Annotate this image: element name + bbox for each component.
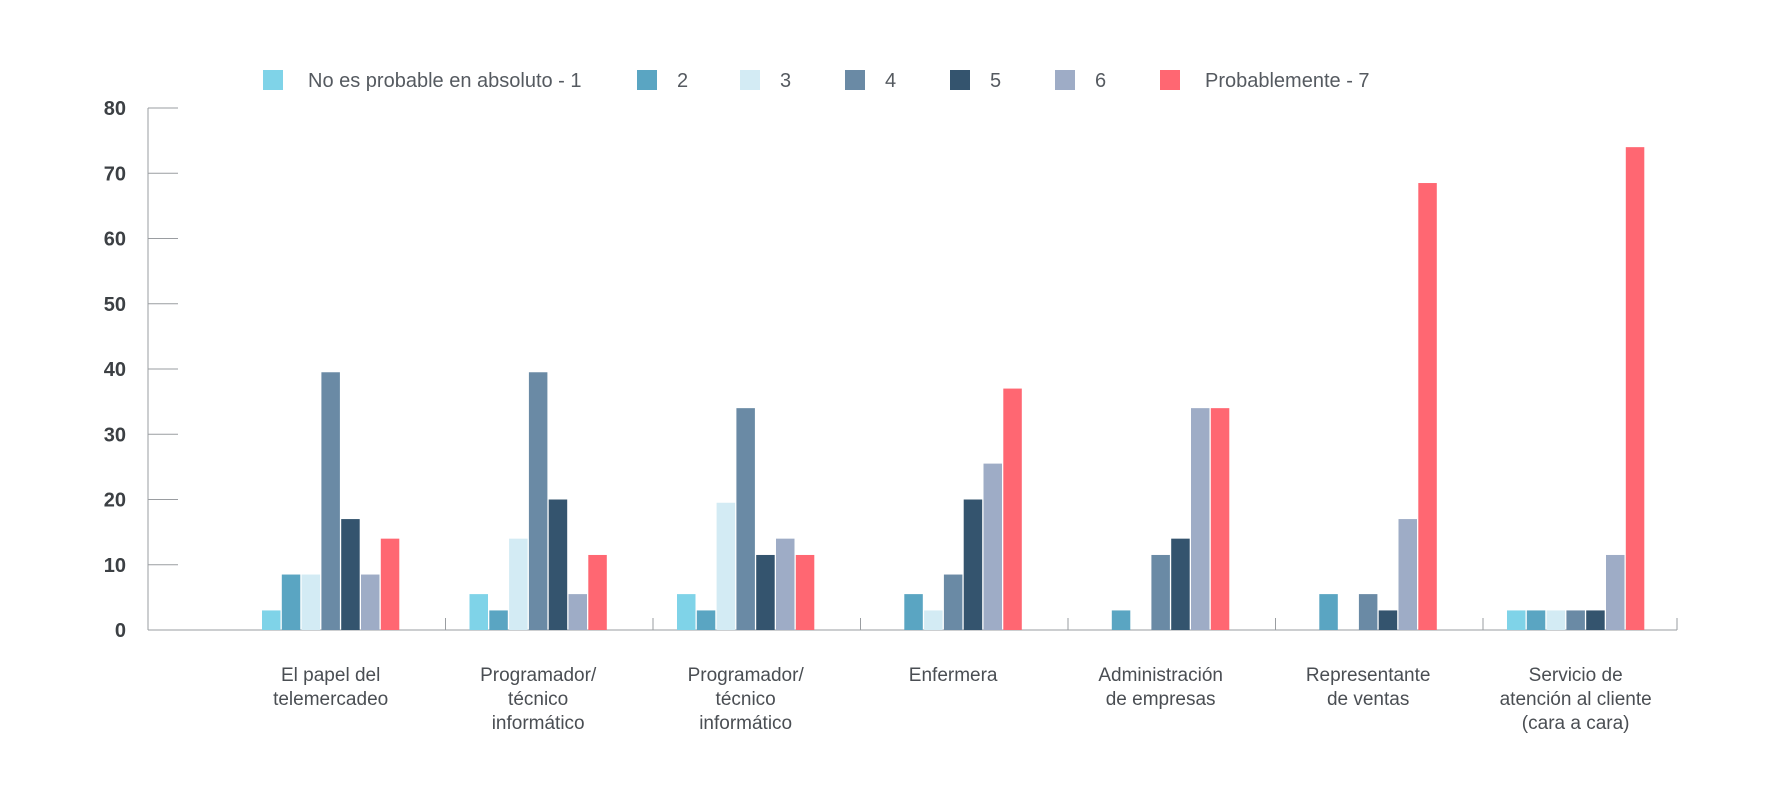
x-tick-label: Servicio de atención al cliente (cara a ca…: [1500, 665, 1652, 734]
y-tick-label: 80: [104, 98, 126, 120]
bar: [568, 594, 587, 630]
bar: [943, 574, 963, 630]
y-tick-label: 20: [104, 490, 126, 512]
legend-swatch: [950, 70, 970, 90]
x-tick-label-line: telemercadeo: [273, 689, 388, 710]
y-tick-label: 30: [104, 424, 126, 446]
legend-swatch: [1055, 70, 1075, 90]
x-tick-label-line: de empresas: [1106, 689, 1216, 710]
bar: [1546, 610, 1566, 630]
x-tick-label-line: Servicio de: [1529, 665, 1623, 686]
x-tick-label-line: Enfermera: [909, 665, 998, 686]
bar: [1418, 183, 1437, 630]
legend-label: 5: [990, 70, 1001, 92]
bar: [963, 499, 983, 630]
bar: [776, 538, 795, 630]
bar: [301, 574, 321, 630]
legend-label: 2: [677, 70, 688, 92]
x-tick-label: El papel del telemercadeo: [273, 665, 388, 710]
x-tick-label-line: informático: [699, 713, 792, 734]
legend-label: Probablemente - 7: [1205, 70, 1370, 92]
y-tick-label: 0: [115, 620, 126, 642]
bar: [696, 610, 716, 630]
y-tick-label: 70: [104, 163, 126, 185]
bar: [1378, 610, 1398, 630]
y-tick-label: 10: [104, 555, 126, 577]
legend-swatch: [1160, 70, 1180, 90]
bar: [1003, 388, 1022, 630]
bar: [1398, 519, 1417, 630]
bar: [983, 463, 1002, 630]
bar: [904, 594, 923, 630]
x-tick-label: Programador/técnico informático: [688, 665, 805, 734]
legend-swatch: [263, 70, 283, 90]
bar: [1358, 594, 1378, 630]
bar: [736, 408, 755, 630]
bar: [1171, 538, 1190, 630]
bar: [1507, 610, 1526, 630]
legend-swatch: [740, 70, 760, 90]
bar: [361, 574, 380, 630]
legend-label: No es probable en absoluto - 1: [308, 70, 582, 92]
bar: [341, 519, 360, 630]
bar: [677, 594, 696, 630]
bar: [1151, 554, 1170, 630]
x-tick-label-line: atención al cliente: [1500, 689, 1652, 710]
x-tick-label-line: de ventas: [1327, 689, 1409, 710]
legend-label: 4: [885, 70, 896, 92]
x-tick-label: Representante de ventas: [1306, 665, 1431, 710]
y-axis: 0 10 20 30 40 50 60 70 80: [104, 98, 178, 642]
bar: [1566, 610, 1585, 630]
bar: [321, 372, 340, 630]
bar: [924, 610, 943, 630]
x-axis: El papel del telemercadeo Programador/técn…: [148, 618, 1678, 734]
bar: [469, 594, 488, 630]
x-tick-label-line: El papel del: [281, 665, 380, 686]
bar: [1625, 147, 1645, 630]
bar: [795, 554, 815, 630]
x-tick-label-line: (cara a cara): [1522, 713, 1630, 734]
bar: [380, 538, 400, 630]
bar: [509, 538, 528, 630]
x-tick-label-line: informático: [492, 713, 585, 734]
x-tick-label-line: Programador/: [480, 665, 597, 686]
legend-swatch: [845, 70, 865, 90]
x-tick-label-line: Administración: [1098, 665, 1223, 686]
x-tick-label-line: Representante: [1306, 665, 1431, 686]
bar: [528, 372, 548, 630]
bar: [756, 554, 775, 630]
bar: [281, 574, 301, 630]
bar: [588, 554, 607, 630]
legend-label: 6: [1095, 70, 1106, 92]
bar: [1586, 610, 1605, 630]
bar: [1111, 610, 1131, 630]
bar: [489, 610, 508, 630]
bar: [262, 610, 281, 630]
x-tick-label-line: Programador/: [688, 665, 805, 686]
bar: [1191, 408, 1210, 630]
y-tick-label: 40: [104, 359, 126, 381]
x-tick-label-line: técnico: [716, 689, 776, 710]
bar: [548, 499, 568, 630]
x-tick-label: Programador/técnico informático: [480, 665, 597, 734]
legend-swatch: [637, 70, 657, 90]
x-tick-label-line: técnico: [508, 689, 568, 710]
y-tick-label: 50: [104, 294, 126, 316]
x-tick-label: Enfermera: [909, 665, 998, 686]
bars: [262, 147, 1645, 630]
bar: [716, 502, 736, 630]
x-tick-label: Administración de empresas: [1098, 665, 1223, 710]
bar: [1319, 594, 1338, 630]
bar: [1606, 554, 1625, 630]
legend-label: 3: [780, 70, 791, 92]
legend: No es probable en absoluto - 1 2 3 4 5 6 Proba…: [263, 70, 1370, 92]
y-tick-label: 60: [104, 229, 126, 251]
bar: [1210, 408, 1230, 630]
bar: [1526, 610, 1546, 630]
